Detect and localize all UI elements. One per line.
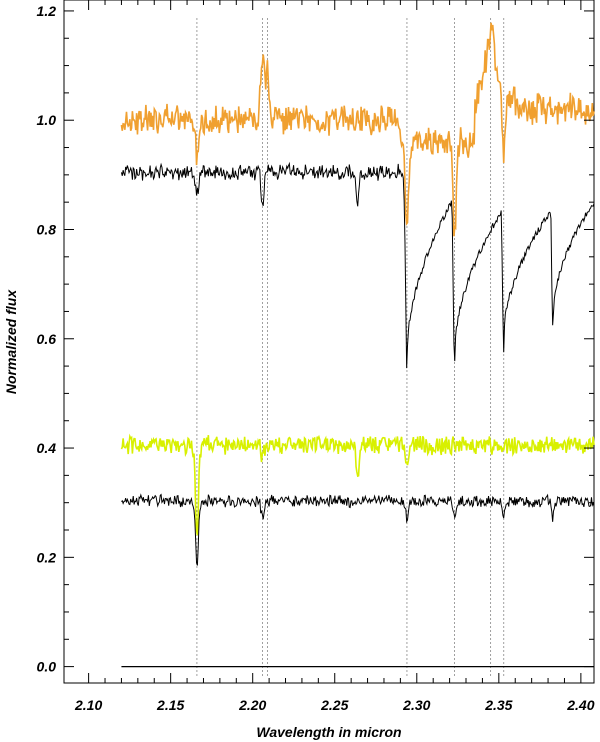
y-tick-label-3: 0.6 (37, 331, 57, 347)
x-tick-label-0: 2.10 (74, 697, 102, 713)
plot-frame (63, 0, 595, 684)
series-line-1 (120, 161, 595, 369)
y-tick-label-1: 0.2 (37, 549, 57, 565)
y-axis: 0.0 0.2 0.4 0.6 0.8 1.0 1.2 (37, 3, 594, 675)
y-tick-label-5: 1.0 (37, 112, 57, 128)
x-axis-label: Wavelength in micron (256, 724, 401, 740)
series-line-0 (120, 22, 595, 237)
x-tick-label-4: 2.30 (402, 697, 430, 713)
y-tick-label-4: 0.8 (37, 221, 57, 237)
series-line-3 (121, 493, 595, 566)
y-tick-label-6: 1.2 (37, 3, 57, 19)
series-layer (120, 22, 595, 566)
x-axis: 2.10 2.15 2.20 2.25 2.30 2.35 2.40 (74, 0, 595, 713)
y-tick-label-2: 0.4 (37, 440, 57, 456)
x-tick-label-1: 2.15 (156, 697, 184, 713)
x-tick-label-5: 2.35 (484, 697, 512, 713)
series-line-2 (120, 433, 595, 536)
x-tick-label-3: 2.25 (320, 697, 348, 713)
y-tick-label-0: 0.0 (37, 659, 57, 675)
y-axis-label: Normalized flux (3, 289, 19, 394)
x-tick-label-2: 2.20 (238, 697, 266, 713)
x-tick-label-6: 2.40 (566, 697, 594, 713)
